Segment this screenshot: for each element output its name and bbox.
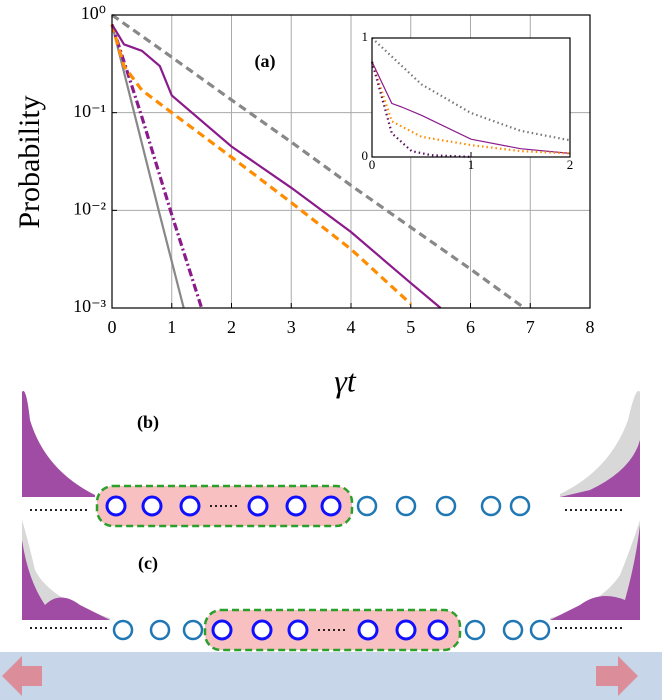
histogram — [560, 390, 640, 497]
line — [110, 24, 185, 309]
x-tick-label: 4 — [347, 317, 356, 337]
histogram — [560, 440, 640, 497]
line — [371, 61, 571, 154]
line — [111, 13, 526, 310]
plot-frame — [111, 14, 591, 309]
plot-area — [372, 38, 570, 157]
panel-label: (b) — [137, 412, 159, 433]
x-tick-label: 8 — [586, 317, 595, 337]
histogram — [22, 520, 110, 620]
x-tick-label: 3 — [287, 317, 296, 337]
x-tick-label: 7 — [526, 317, 535, 337]
histogram — [550, 525, 640, 620]
panel-b: (b) — [22, 390, 640, 528]
annotation: (a) — [255, 51, 276, 72]
y-tick-label: 0 — [362, 148, 369, 163]
x-tick-label: 6 — [466, 317, 475, 337]
prev-arrow[interactable] — [2, 656, 42, 696]
x-axis-label: γt — [334, 362, 357, 398]
region — [95, 484, 354, 528]
nav-band — [0, 652, 662, 700]
y-axis-label: Probability — [13, 95, 46, 228]
x-tick-label: 5 — [406, 317, 415, 337]
region — [203, 608, 462, 652]
line — [110, 24, 412, 306]
x-tick-label: 1 — [167, 317, 176, 337]
y-tick-label: 10⁻¹ — [73, 101, 106, 121]
sites-outer — [112, 619, 551, 641]
x-tick-label: 2 — [227, 317, 236, 337]
y-tick-label: 10⁻³ — [73, 296, 107, 316]
line — [371, 37, 571, 142]
histogram — [550, 520, 640, 620]
panel-c: (c) — [22, 520, 640, 652]
panel-label: (c) — [138, 553, 158, 574]
histogram — [22, 390, 95, 497]
sites-inner — [211, 619, 449, 641]
sites-outer — [356, 495, 531, 517]
x-tick-label: 2 — [567, 157, 574, 172]
line — [110, 24, 204, 309]
sites-inner — [105, 495, 342, 517]
x-tick-label: 0 — [108, 317, 117, 337]
line — [111, 23, 442, 309]
histogram — [22, 540, 110, 620]
y-tick-label: 10⁻² — [73, 198, 106, 218]
y-tick-label: 1 — [362, 29, 369, 44]
y-tick-label: 10⁰ — [81, 3, 106, 23]
plot-frame — [371, 37, 571, 158]
next-arrow[interactable] — [596, 656, 638, 696]
x-tick-label: 0 — [369, 157, 376, 172]
x-tick-label: 1 — [468, 157, 475, 172]
